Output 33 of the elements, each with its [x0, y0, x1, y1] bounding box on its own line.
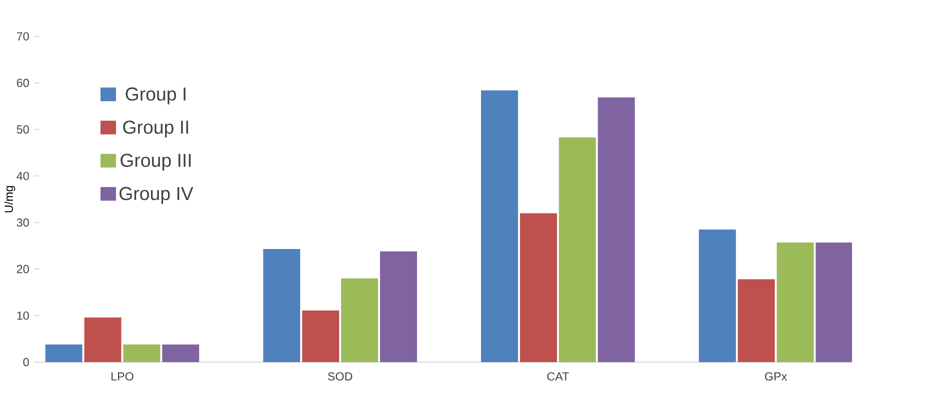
- bar: [776, 242, 814, 362]
- bar: [263, 249, 300, 362]
- legend-label: Group III: [120, 154, 191, 171]
- legend-label: Group IV: [120, 186, 194, 204]
- x-tick-label: SOD: [328, 372, 352, 381]
- bar: [481, 90, 518, 362]
- y-tick-label: 10: [17, 311, 29, 320]
- legend-label: Group I: [126, 87, 186, 104]
- bar: [302, 310, 340, 362]
- bar: [698, 229, 736, 362]
- y-axis-title: U/mg: [4, 186, 16, 212]
- y-tick-label: 40: [16, 172, 29, 180]
- y-tick-label: 30: [16, 218, 29, 227]
- y-tick-label: 70: [16, 32, 29, 40]
- y-tick-label: 50: [16, 125, 29, 134]
- bar: [598, 97, 635, 362]
- x-tick-label: LPO: [112, 372, 134, 381]
- bar: [816, 242, 852, 362]
- bar: [738, 279, 775, 362]
- y-tick-label: 20: [16, 264, 29, 274]
- x-tick-label: GPx: [765, 372, 788, 381]
- bar: [162, 344, 200, 362]
- x-tick-label: CAT: [547, 372, 569, 381]
- bar: [558, 137, 596, 362]
- bar: [341, 278, 378, 362]
- bar: [84, 317, 122, 362]
- bar: [520, 213, 557, 362]
- bar: [45, 344, 82, 362]
- bar: [123, 344, 160, 362]
- y-tick-label: 0: [23, 358, 29, 366]
- legend-label: Group II: [123, 120, 188, 138]
- y-tick-label: 60: [16, 78, 29, 88]
- bar: [380, 251, 418, 362]
